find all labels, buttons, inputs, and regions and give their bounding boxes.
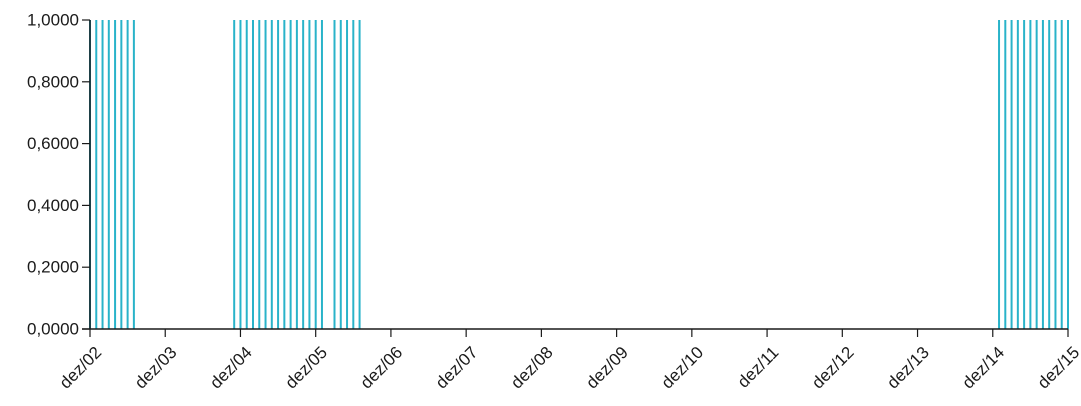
x-tick-label: dez/08 [507, 343, 557, 393]
x-axis-labels: dez/02 dez/03 dez/04 dez/05 dez/06 dez/07 dez/… [56, 343, 1081, 393]
x-tick-label: dez/02 [56, 343, 106, 393]
y-tick-label: 0,0000 [27, 320, 79, 339]
x-tick-label: dez/07 [432, 343, 482, 393]
x-tick-label: dez/15 [1034, 343, 1081, 393]
y-tick-label: 0,6000 [27, 134, 79, 153]
y-tick-label: 0,8000 [27, 72, 79, 91]
x-tick-label: dez/12 [808, 343, 858, 393]
x-tick-label: dez/05 [281, 343, 331, 393]
axis-layer [82, 19, 1069, 337]
x-tick-label: dez/10 [658, 343, 708, 393]
x-tick-label: dez/11 [734, 343, 783, 392]
x-tick-label: dez/03 [131, 343, 181, 393]
x-tick-label: dez/13 [883, 343, 933, 393]
y-tick-label: 0,4000 [27, 196, 79, 215]
x-tick-label: dez/14 [959, 343, 1009, 393]
x-tick-label: dez/09 [582, 343, 632, 393]
x-tick-label: dez/04 [206, 343, 256, 393]
bars-layer [89, 20, 1069, 329]
y-axis-labels: 0,0000 0,2000 0,4000 0,6000 0,8000 1,0000 [27, 11, 79, 339]
y-tick-label: 1,0000 [27, 11, 79, 30]
y-tick-label: 0,2000 [27, 258, 79, 277]
x-tick-label: dez/06 [357, 343, 407, 393]
